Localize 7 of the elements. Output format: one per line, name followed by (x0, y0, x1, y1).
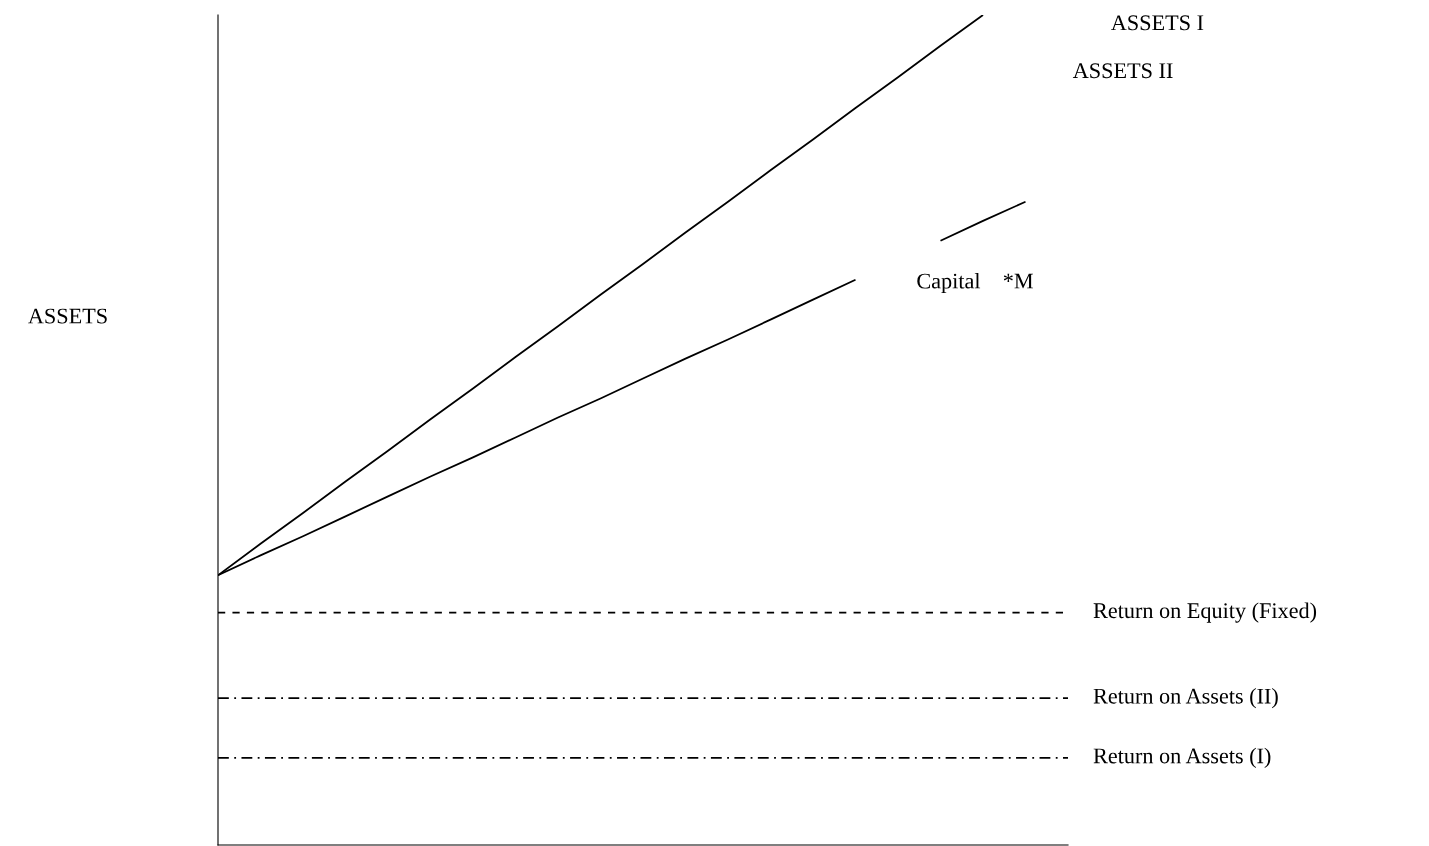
series-label: Return on Assets (II) (1093, 688, 1278, 709)
text: ASSETS II (1072, 63, 1173, 79)
series-label: Return on Assets (I) (1093, 747, 1271, 768)
text: ASSETS I (1111, 15, 1204, 31)
series-label: Return on Equity (Fixed) (1093, 602, 1317, 623)
text: ASSETS (28, 308, 107, 324)
annotation: Capital *M (917, 272, 1033, 294)
